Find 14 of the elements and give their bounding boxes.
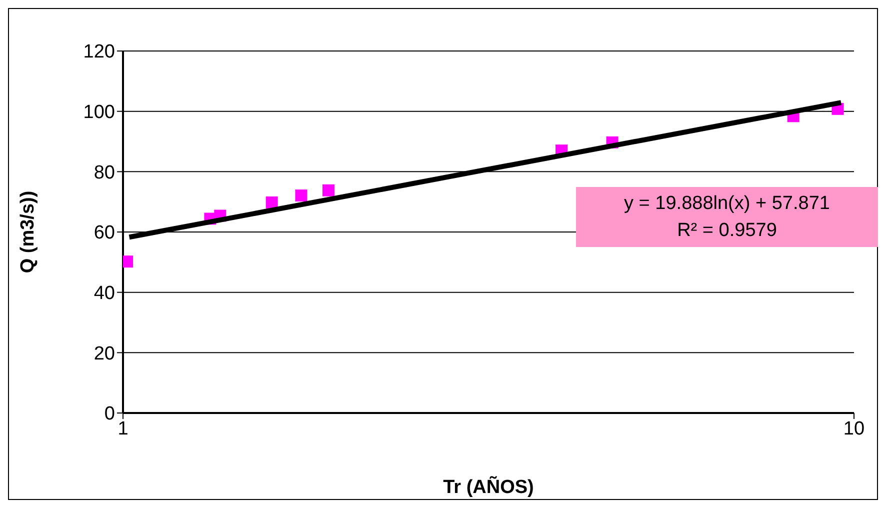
x-axis-title: Tr (AÑOS)	[443, 476, 534, 498]
y-tick-label: 120	[83, 42, 115, 63]
equation-text-box: y = 19.888ln(x) + 57.871 R² = 0.9579	[576, 187, 878, 247]
y-axis-title: Q (m3/s))	[18, 190, 39, 274]
y-tick-label: 0	[104, 404, 115, 425]
y-tick-label: 40	[94, 283, 115, 304]
x-tick-label: 10	[843, 418, 865, 440]
y-tick-label: 80	[94, 162, 115, 184]
annotation: y = 19.888ln(x) + 57.871	[623, 192, 831, 216]
y-tick-label: 100	[83, 102, 115, 124]
y-tick-label: 60	[94, 222, 115, 244]
x-tick-label: 1	[118, 418, 128, 440]
y-tick-label: 20	[94, 343, 115, 364]
annotation: R² = 0.9579	[676, 219, 778, 243]
